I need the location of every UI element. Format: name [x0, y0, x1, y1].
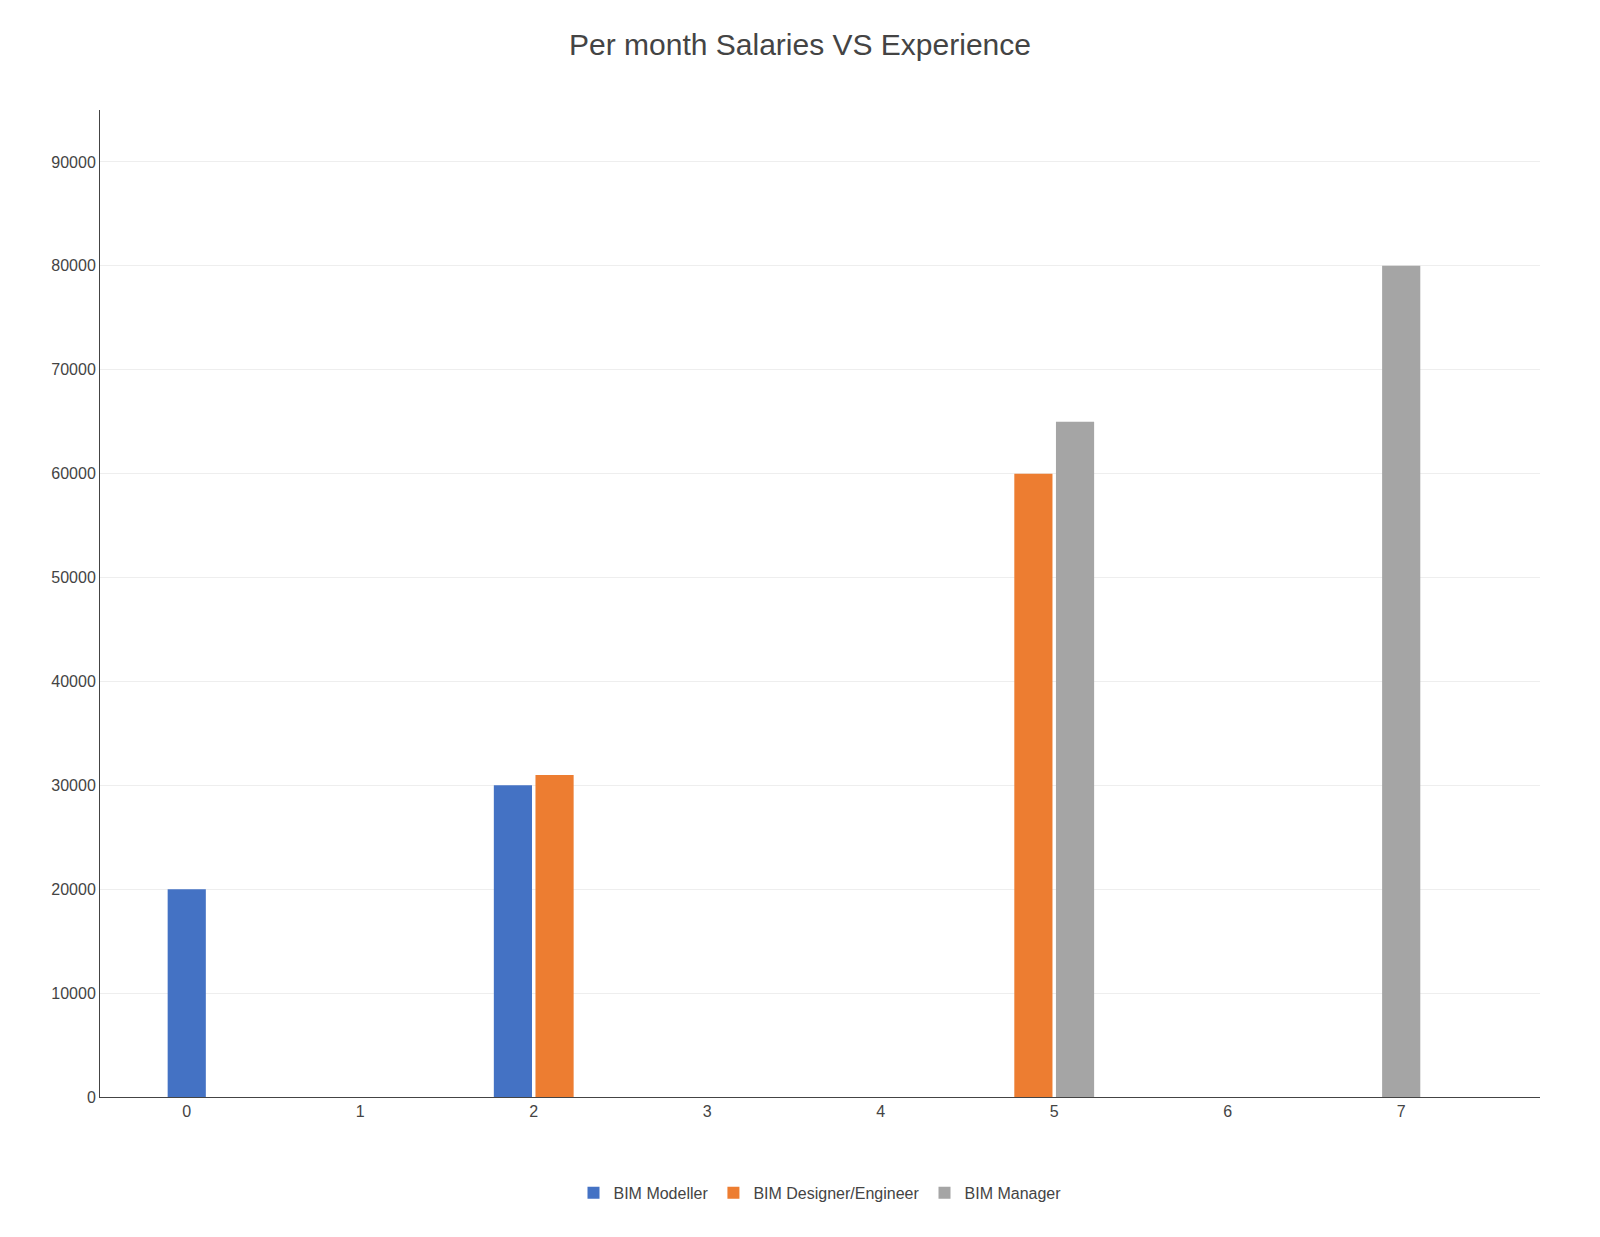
svg-text:10000: 10000 — [51, 985, 96, 1002]
svg-text:2: 2 — [529, 1103, 538, 1120]
svg-text:50000: 50000 — [51, 569, 96, 586]
svg-text:90000: 90000 — [51, 154, 96, 171]
svg-text:7: 7 — [1397, 1103, 1406, 1120]
svg-text:Per month Salaries VS Experien: Per month Salaries VS Experience — [569, 28, 1031, 61]
svg-text:60000: 60000 — [51, 465, 96, 482]
svg-text:1: 1 — [356, 1103, 365, 1120]
svg-text:5: 5 — [1050, 1103, 1059, 1120]
svg-text:70000: 70000 — [51, 361, 96, 378]
svg-text:30000: 30000 — [51, 777, 96, 794]
svg-text:20000: 20000 — [51, 881, 96, 898]
svg-text:80000: 80000 — [51, 257, 96, 274]
svg-text:0: 0 — [182, 1103, 191, 1120]
svg-text:BIM Manager: BIM Manager — [965, 1185, 1062, 1202]
svg-text:6: 6 — [1223, 1103, 1232, 1120]
svg-text:BIM Modeller: BIM Modeller — [614, 1185, 709, 1202]
svg-text:40000: 40000 — [51, 673, 96, 690]
svg-text:0: 0 — [87, 1089, 96, 1106]
svg-text:3: 3 — [703, 1103, 712, 1120]
svg-text:BIM Designer/Engineer: BIM Designer/Engineer — [753, 1185, 919, 1202]
svg-text:4: 4 — [876, 1103, 885, 1120]
